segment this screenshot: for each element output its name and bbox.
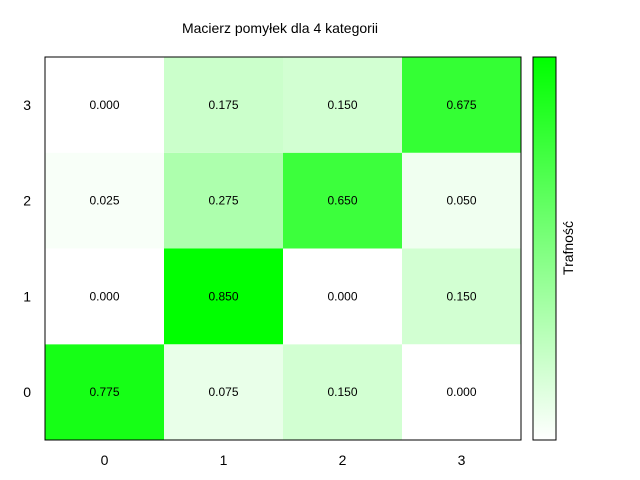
- heatmap-cell: [402, 344, 521, 440]
- heatmap-cell: [164, 248, 283, 345]
- cell-value-label: 0.275: [208, 194, 238, 208]
- cell-value-label: 0.075: [208, 385, 238, 399]
- x-tick-label: 2: [339, 452, 347, 468]
- heatmap-cell: [45, 57, 164, 153]
- cell-value-label: 0.650: [327, 194, 357, 208]
- cell-value-label: 0.150: [327, 385, 357, 399]
- colorbar-label: Trafność: [560, 221, 576, 275]
- plot-frame: [44, 56, 522, 441]
- heatmap-cell: [402, 152, 521, 249]
- y-tick-label: 1: [23, 288, 31, 304]
- heatmap-cells: 0.775 0.075 0.150 0.000 0.000 0.850 0.000 0.150…: [45, 57, 521, 440]
- cell-value-label: 0.150: [446, 289, 476, 303]
- y-tick-label: 2: [23, 193, 31, 209]
- cell-value-label: 0.675: [446, 98, 476, 112]
- axis-ticks: 0 1 2 3 0 1 2 3: [23, 97, 465, 468]
- cell-value-label: 0.000: [327, 289, 357, 303]
- cell-value-label: 0.850: [208, 289, 238, 303]
- cell-value-label: 0.000: [89, 98, 119, 112]
- cell-value-label: 0.025: [89, 194, 119, 208]
- cell-value-label: 0.775: [89, 385, 119, 399]
- heatmap-cell: [164, 57, 283, 153]
- x-tick-label: 3: [458, 452, 466, 468]
- colorbar: [532, 56, 557, 441]
- heatmap-cell: [164, 344, 283, 440]
- heatmap-cell: [283, 248, 402, 345]
- heatmap-cell: [45, 344, 164, 440]
- x-tick-label: 0: [101, 452, 109, 468]
- chart-title: Macierz pomyłek dla 4 kategorii: [182, 20, 378, 36]
- cell-value-label: 0.000: [446, 385, 476, 399]
- cell-value-label: 0.000: [89, 289, 119, 303]
- heatmap-cell: [283, 57, 402, 153]
- y-tick-label: 0: [23, 384, 31, 400]
- heatmap-cell: [402, 248, 521, 345]
- heatmap-cell: [283, 344, 402, 440]
- cell-value-label: 0.175: [208, 98, 238, 112]
- heatmap-cell: [402, 57, 521, 153]
- heatmap-cell: [45, 248, 164, 345]
- cell-value-label: 0.050: [446, 194, 476, 208]
- heatmap-cell: [45, 152, 164, 249]
- heatmap-cell: [283, 152, 402, 249]
- x-tick-label: 1: [220, 452, 228, 468]
- heatmap-cell: [164, 152, 283, 249]
- cell-value-label: 0.150: [327, 98, 357, 112]
- y-tick-label: 3: [23, 97, 31, 113]
